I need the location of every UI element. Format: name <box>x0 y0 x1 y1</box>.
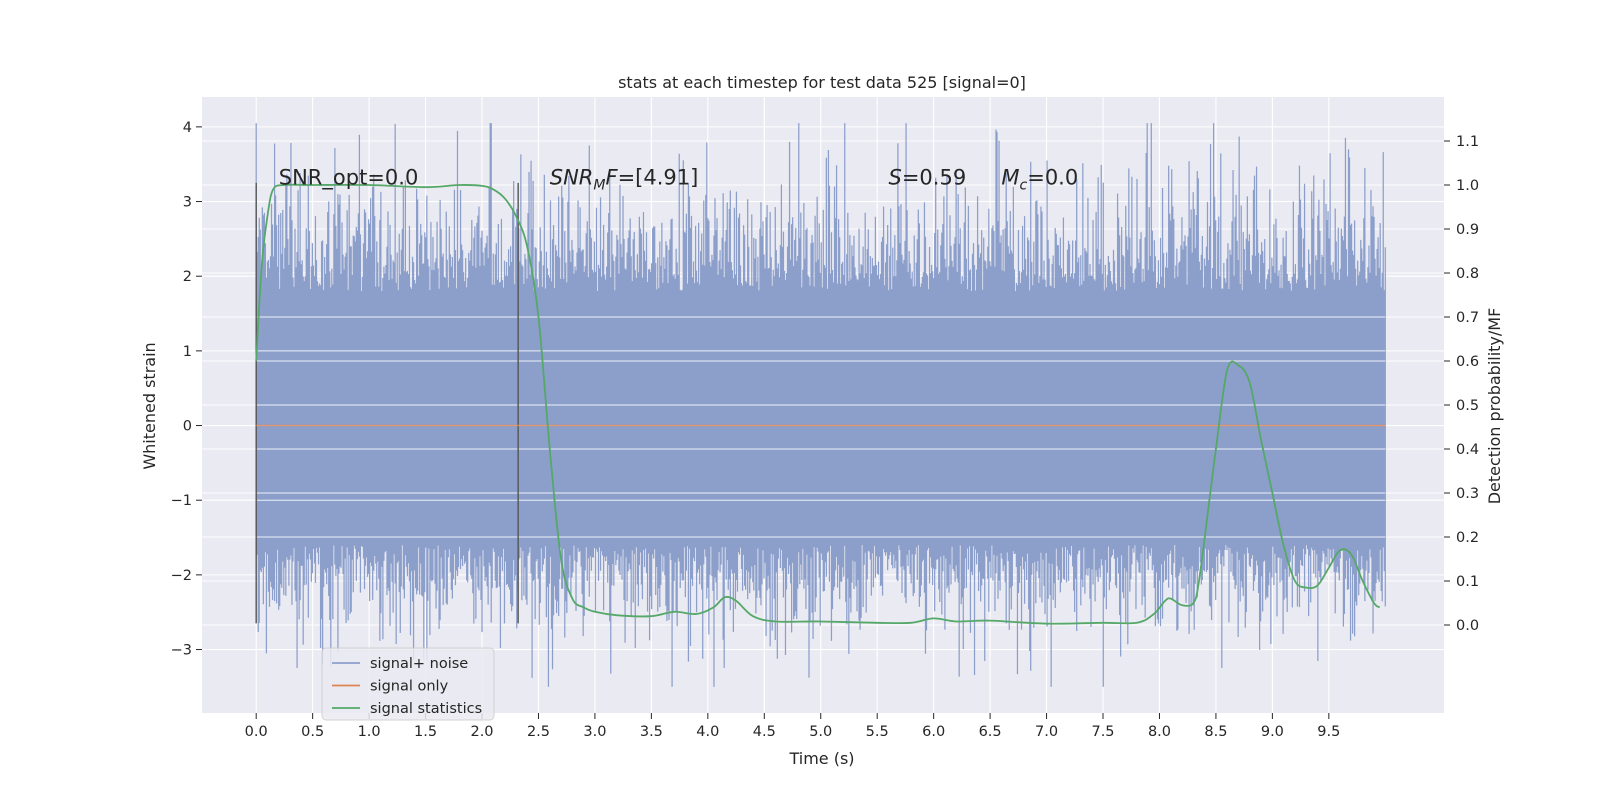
y-left-tick-label: 3 <box>183 195 192 211</box>
x-tick-label: 8.5 <box>1204 724 1227 740</box>
y-axis-label-left: Whitened strain <box>140 342 159 469</box>
vertical-markers <box>255 182 519 624</box>
y-right-tick-label: 0.0 <box>1456 618 1479 634</box>
annotations: SNR_opt=0.0 SNRMF=[4.91] S=0.59 Mc=0.0 <box>279 166 1078 194</box>
x-tick-label: 3.0 <box>583 724 606 740</box>
x-tick-label: 4.5 <box>753 724 776 740</box>
y-left-tick-label: 2 <box>183 269 192 285</box>
annotation-value: =[4.91] <box>618 166 699 190</box>
legend-label: signal only <box>370 679 449 695</box>
y-right-tick-label: 0.9 <box>1456 222 1479 238</box>
annotation-value: =0.0 <box>1027 166 1078 190</box>
x-tick-label: 4.0 <box>696 724 719 740</box>
y-right-tick-label: 1.0 <box>1456 178 1479 194</box>
y-left-tick-label: 1 <box>183 344 192 360</box>
annotation-snr-mf: SNRMF=[4.91] <box>550 166 699 194</box>
legend: signal+ noise signal only signal statistic… <box>321 647 495 721</box>
x-tick-label: 0.5 <box>301 724 324 740</box>
y-left-tick-label: −1 <box>171 493 192 509</box>
y-right-tick-label: 0.6 <box>1456 354 1479 370</box>
y-right-tick-label: 0.4 <box>1456 442 1479 458</box>
x-tick-label: 1.0 <box>358 724 381 740</box>
series-signal-noise <box>255 123 1386 687</box>
annotation-symbol: F <box>605 166 618 190</box>
annotation-symbol: M <box>1001 166 1019 190</box>
series-signal-statistics <box>255 183 1381 625</box>
x-tick-label: 9.0 <box>1261 724 1284 740</box>
x-tick-label: 7.5 <box>1091 724 1114 740</box>
x-tick-label: 5.5 <box>866 724 889 740</box>
axis-ticks: 0.0 0.5 1.0 1.5 2.0 2.5 3.0 3.5 4.0 4.5 5.0 5.5 6.0 6… <box>171 120 1479 740</box>
annotation-subscript: c <box>1020 178 1028 194</box>
annotation-mc-value: Mc=0.0 <box>1001 166 1078 194</box>
x-tick-label: 0.0 <box>245 724 268 740</box>
x-tick-label: 7.0 <box>1035 724 1058 740</box>
y-axis-label-right: Detection probability/MF <box>1485 308 1504 505</box>
y-left-tick-label: −3 <box>171 643 192 659</box>
x-tick-label: 5.0 <box>809 724 832 740</box>
y-right-tick-label: 0.5 <box>1456 398 1479 414</box>
legend-box <box>321 647 495 721</box>
x-tick-label: 6.5 <box>979 724 1002 740</box>
x-tick-label: 9.5 <box>1317 724 1340 740</box>
y-right-tick-label: 0.8 <box>1456 266 1479 282</box>
x-tick-label: 2.5 <box>527 724 550 740</box>
chart-title: stats at each timestep for test data 525… <box>618 73 1026 92</box>
y-right-tick-label: 0.1 <box>1456 574 1479 590</box>
y-right-tick-label: 0.2 <box>1456 530 1479 546</box>
annotation-symbol: SNR <box>550 166 594 190</box>
y-left-tick-label: 4 <box>183 120 192 136</box>
legend-label: signal statistics <box>370 701 482 717</box>
annotation-value: F=[4.91] <box>605 166 698 190</box>
x-axis-label: Time (s) <box>788 749 854 768</box>
series-lines <box>255 183 1386 625</box>
y-right-tick-label: 1.1 <box>1456 134 1479 150</box>
annotation-value: =0.59 <box>902 166 966 190</box>
x-tick-label: 6.0 <box>922 724 945 740</box>
x-tick-label: 3.5 <box>640 724 663 740</box>
x-tick-label: 1.5 <box>414 724 437 740</box>
y-right-tick-label: 0.3 <box>1456 486 1479 502</box>
annotation-snr-opt: SNR_opt=0.0 <box>279 166 419 191</box>
x-tick-label: 2.0 <box>470 724 493 740</box>
x-tick-label: 8.0 <box>1148 724 1171 740</box>
legend-label: signal+ noise <box>370 656 468 672</box>
annotation-symbol: S <box>888 166 901 190</box>
signal-noise-band <box>256 291 1386 545</box>
y-left-tick-label: 0 <box>183 419 192 435</box>
y-left-tick-label: −2 <box>171 568 192 584</box>
annotation-s-value: S=0.59 <box>888 166 966 190</box>
annotation-subscript: M <box>593 178 605 194</box>
y-right-tick-label: 0.7 <box>1456 310 1479 326</box>
